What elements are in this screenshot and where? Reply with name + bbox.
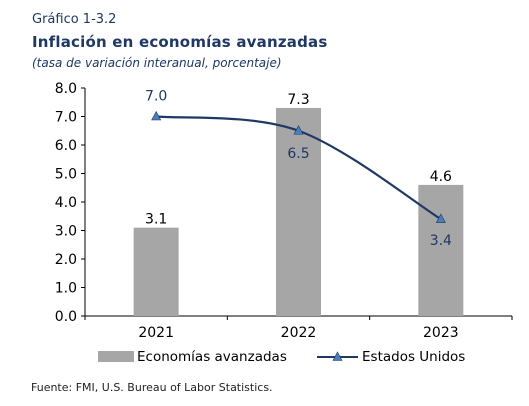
bar-data-label: 7.3 [287,92,309,108]
y-tick-label: 2.0 [55,252,77,268]
line-data-label: 7.0 [145,89,167,105]
bar [276,107,321,316]
bar-data-label: 4.6 [430,169,452,185]
x-tick-label: 2021 [138,325,174,341]
y-tick-label: 5.0 [55,167,77,183]
bar [418,184,464,316]
y-tick-label: 8.0 [55,81,77,97]
chart-title: Inflación en economías avanzadas [32,33,328,51]
legend-swatch-bar [98,351,134,362]
y-tick-label: 3.0 [55,224,77,240]
line-point-marker [151,110,162,121]
bar [133,227,179,316]
bar-data-label: 3.1 [145,212,167,228]
y-tick-label: 6.0 [55,138,77,154]
x-tick-label: 2022 [281,325,317,341]
source-note: Fuente: FMI, U.S. Bureau of Labor Statis… [31,381,273,394]
chart-label: Gráfico 1-3.2 [32,12,117,27]
legend-line-marker [332,351,343,361]
legend-label-line: Estados Unidos [362,349,465,365]
line-point-marker [435,213,446,223]
y-tick-label: 0.0 [55,309,77,325]
y-tick-label: 1.0 [55,281,77,297]
line-data-label: 3.4 [430,233,452,249]
legend-label-bar: Economías avanzadas [137,349,287,365]
x-tick-label: 2023 [423,325,459,341]
line-data-label: 6.5 [287,146,309,162]
chart-subtitle: (tasa de variación interanual, porcentaj… [32,56,282,70]
line-point-marker [293,125,304,135]
y-tick-label: 4.0 [55,195,77,211]
y-tick-label: 7.0 [55,110,77,126]
